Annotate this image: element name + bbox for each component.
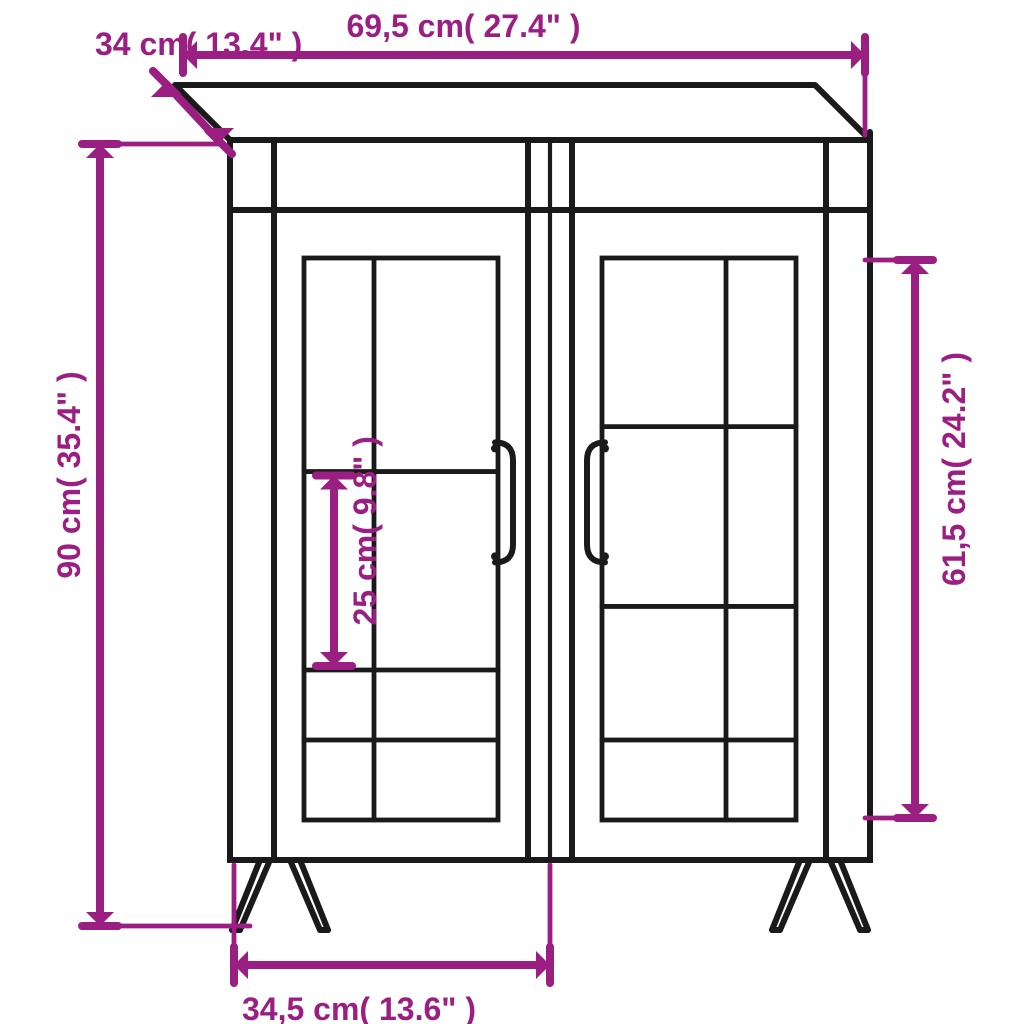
svg-text:69,5 cm( 27.4" ): 69,5 cm( 27.4" ): [347, 8, 581, 44]
svg-text:34,5 cm( 13.6" ): 34,5 cm( 13.6" ): [242, 991, 476, 1024]
svg-text:90 cm( 35.4" ): 90 cm( 35.4" ): [51, 371, 87, 578]
svg-text:61,5 cm( 24.2" ): 61,5 cm( 24.2" ): [936, 352, 972, 586]
svg-text:25 cm( 9.8" ): 25 cm( 9.8" ): [347, 436, 383, 625]
cabinet-dimension-diagram: 34 cm( 13.4" )69,5 cm( 27.4" )90 cm( 35.…: [0, 0, 1024, 1024]
